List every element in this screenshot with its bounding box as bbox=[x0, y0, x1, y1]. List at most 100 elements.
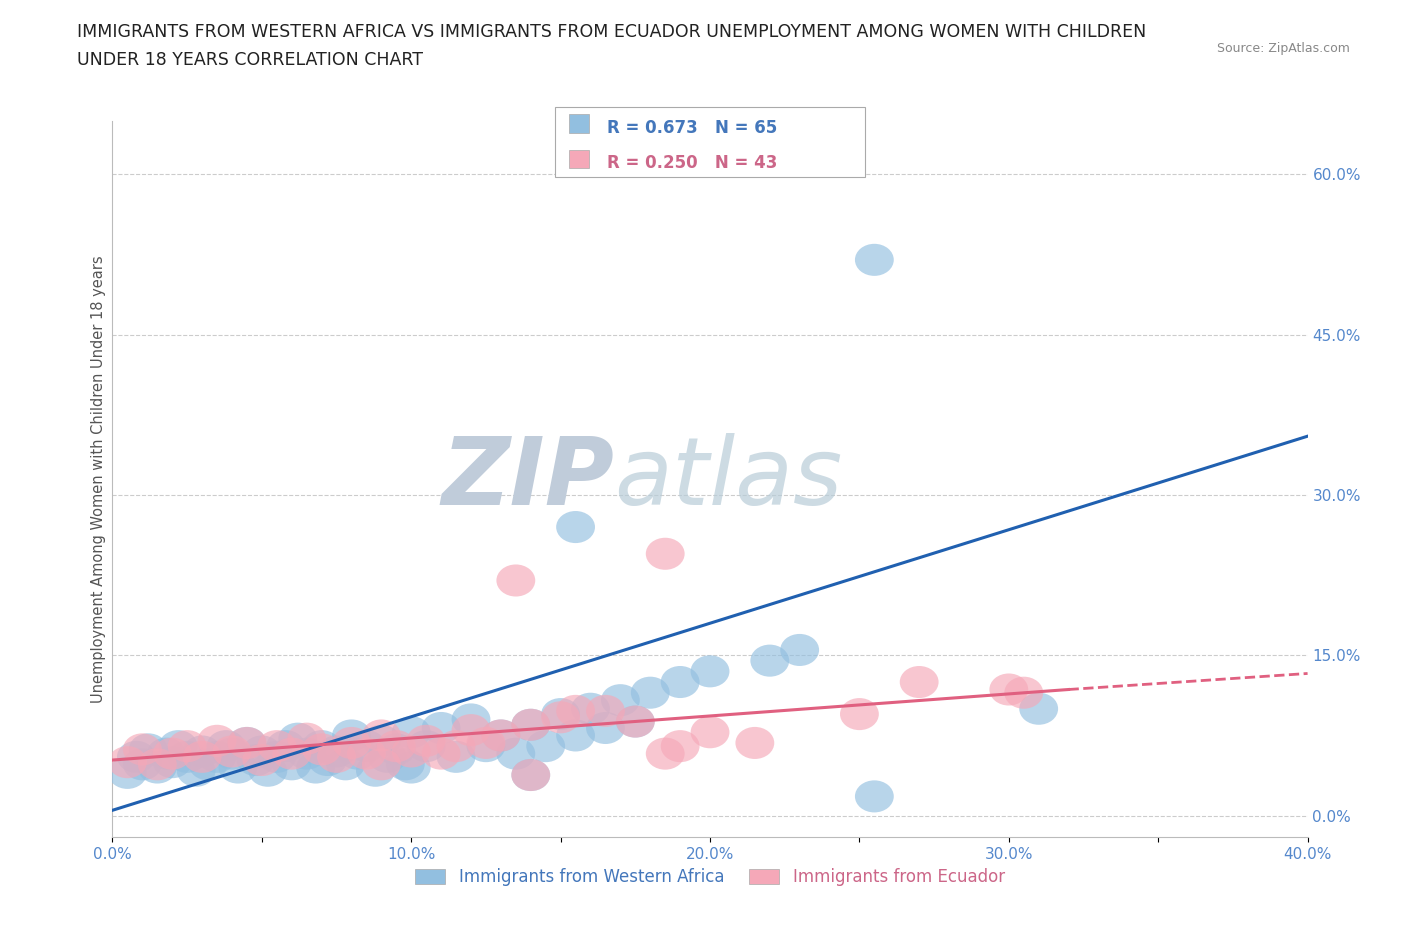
Ellipse shape bbox=[661, 666, 700, 698]
Ellipse shape bbox=[212, 737, 252, 770]
Ellipse shape bbox=[236, 744, 276, 776]
Ellipse shape bbox=[347, 730, 385, 763]
Legend: Immigrants from Western Africa, Immigrants from Ecuador: Immigrants from Western Africa, Immigran… bbox=[409, 862, 1011, 893]
Ellipse shape bbox=[318, 736, 356, 767]
Ellipse shape bbox=[526, 730, 565, 763]
Ellipse shape bbox=[839, 698, 879, 730]
Y-axis label: Unemployment Among Women with Children Under 18 years: Unemployment Among Women with Children U… bbox=[90, 255, 105, 703]
Ellipse shape bbox=[278, 723, 318, 755]
Ellipse shape bbox=[228, 727, 266, 759]
Ellipse shape bbox=[218, 751, 257, 784]
Ellipse shape bbox=[855, 244, 894, 276]
Ellipse shape bbox=[780, 634, 820, 666]
Ellipse shape bbox=[228, 727, 266, 759]
Ellipse shape bbox=[496, 737, 536, 770]
Ellipse shape bbox=[122, 734, 162, 765]
Ellipse shape bbox=[159, 730, 198, 763]
Ellipse shape bbox=[273, 737, 311, 770]
Ellipse shape bbox=[392, 736, 430, 767]
Text: UNDER 18 YEARS CORRELATION CHART: UNDER 18 YEARS CORRELATION CHART bbox=[77, 51, 423, 69]
Ellipse shape bbox=[496, 565, 536, 596]
Ellipse shape bbox=[751, 644, 789, 677]
Ellipse shape bbox=[212, 736, 252, 767]
Ellipse shape bbox=[690, 716, 730, 749]
Ellipse shape bbox=[586, 695, 624, 727]
Ellipse shape bbox=[287, 737, 326, 770]
Ellipse shape bbox=[385, 749, 425, 780]
Text: Source: ZipAtlas.com: Source: ZipAtlas.com bbox=[1216, 42, 1350, 55]
Ellipse shape bbox=[512, 709, 550, 741]
Ellipse shape bbox=[600, 684, 640, 716]
Ellipse shape bbox=[332, 727, 371, 759]
Ellipse shape bbox=[361, 724, 401, 757]
Ellipse shape bbox=[512, 709, 550, 741]
Ellipse shape bbox=[571, 693, 610, 724]
Ellipse shape bbox=[302, 730, 342, 763]
Ellipse shape bbox=[356, 755, 395, 787]
Ellipse shape bbox=[287, 723, 326, 755]
Ellipse shape bbox=[616, 706, 655, 737]
Ellipse shape bbox=[422, 737, 461, 770]
Ellipse shape bbox=[257, 730, 297, 763]
Ellipse shape bbox=[377, 734, 416, 765]
Ellipse shape bbox=[616, 706, 655, 737]
Ellipse shape bbox=[167, 741, 207, 773]
Ellipse shape bbox=[177, 755, 215, 787]
Ellipse shape bbox=[735, 727, 775, 759]
Ellipse shape bbox=[900, 666, 939, 698]
Ellipse shape bbox=[302, 734, 342, 765]
Ellipse shape bbox=[108, 746, 146, 778]
Text: R = 0.673   N = 65: R = 0.673 N = 65 bbox=[607, 119, 778, 137]
Ellipse shape bbox=[437, 730, 475, 763]
Ellipse shape bbox=[557, 695, 595, 727]
Ellipse shape bbox=[347, 737, 385, 770]
Ellipse shape bbox=[361, 749, 401, 780]
Ellipse shape bbox=[392, 716, 430, 749]
Ellipse shape bbox=[198, 741, 236, 773]
Ellipse shape bbox=[146, 737, 186, 770]
Ellipse shape bbox=[557, 511, 595, 543]
Ellipse shape bbox=[153, 746, 191, 778]
Ellipse shape bbox=[586, 712, 624, 744]
Ellipse shape bbox=[138, 749, 177, 780]
Ellipse shape bbox=[481, 720, 520, 751]
Ellipse shape bbox=[690, 656, 730, 687]
Ellipse shape bbox=[138, 751, 177, 784]
Ellipse shape bbox=[631, 677, 669, 709]
Ellipse shape bbox=[541, 701, 581, 734]
Ellipse shape bbox=[361, 720, 401, 751]
Ellipse shape bbox=[257, 741, 297, 773]
Ellipse shape bbox=[1004, 677, 1043, 709]
Ellipse shape bbox=[153, 737, 191, 770]
Ellipse shape bbox=[990, 673, 1028, 706]
Ellipse shape bbox=[122, 749, 162, 780]
Ellipse shape bbox=[188, 749, 228, 780]
Text: R = 0.250   N = 43: R = 0.250 N = 43 bbox=[607, 154, 778, 172]
Ellipse shape bbox=[297, 751, 335, 784]
Ellipse shape bbox=[207, 730, 246, 763]
Ellipse shape bbox=[392, 751, 430, 784]
Ellipse shape bbox=[318, 741, 356, 773]
Text: atlas: atlas bbox=[614, 433, 842, 525]
Ellipse shape bbox=[377, 730, 416, 763]
Ellipse shape bbox=[512, 759, 550, 791]
Ellipse shape bbox=[467, 727, 505, 759]
Ellipse shape bbox=[855, 780, 894, 813]
Ellipse shape bbox=[512, 759, 550, 791]
Ellipse shape bbox=[198, 724, 236, 757]
Ellipse shape bbox=[481, 720, 520, 751]
Ellipse shape bbox=[1019, 693, 1059, 724]
Ellipse shape bbox=[242, 744, 281, 776]
Ellipse shape bbox=[249, 755, 287, 787]
Ellipse shape bbox=[337, 737, 377, 770]
Ellipse shape bbox=[661, 730, 700, 763]
Ellipse shape bbox=[406, 730, 446, 763]
Ellipse shape bbox=[541, 698, 581, 730]
Ellipse shape bbox=[308, 744, 347, 776]
Ellipse shape bbox=[645, 538, 685, 570]
Ellipse shape bbox=[183, 741, 222, 773]
Text: ZIP: ZIP bbox=[441, 433, 614, 525]
Ellipse shape bbox=[467, 730, 505, 763]
Ellipse shape bbox=[129, 734, 167, 765]
Ellipse shape bbox=[406, 724, 446, 757]
